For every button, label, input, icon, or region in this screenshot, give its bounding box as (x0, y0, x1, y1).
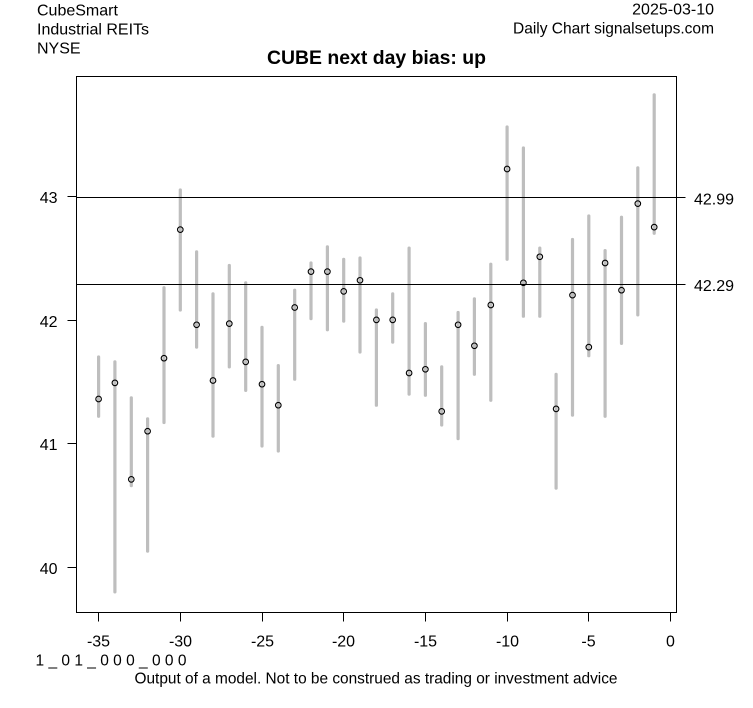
svg-text:-25: -25 (251, 634, 274, 651)
svg-text:40: 40 (40, 561, 58, 578)
svg-text:-35: -35 (87, 634, 110, 651)
svg-text:2025-03-10: 2025-03-10 (632, 2, 714, 19)
svg-text:-20: -20 (332, 634, 355, 651)
svg-text:Output of a model. Not to be c: Output of a model. Not to be construed a… (135, 670, 618, 687)
svg-text:41: 41 (40, 437, 58, 454)
svg-text:43: 43 (40, 190, 58, 207)
svg-text:Industrial REITs: Industrial REITs (37, 22, 149, 39)
svg-text:42.29: 42.29 (694, 278, 734, 295)
svg-text:-15: -15 (414, 634, 437, 651)
svg-text:-10: -10 (496, 634, 519, 651)
svg-text:0: 0 (666, 634, 675, 651)
svg-text:NYSE: NYSE (37, 40, 81, 57)
svg-text:1 _ 0 1 _ 0 0 0 _ 0 0 0: 1 _ 0 1 _ 0 0 0 _ 0 0 0 (36, 653, 187, 670)
svg-text:-30: -30 (169, 634, 192, 651)
svg-text:42.99: 42.99 (694, 191, 734, 208)
svg-text:-5: -5 (581, 634, 595, 651)
svg-text:42: 42 (40, 314, 58, 331)
svg-text:CUBE next day bias: up: CUBE next day bias: up (267, 48, 486, 69)
svg-text:Daily Chart signalsetups.com: Daily Chart signalsetups.com (513, 21, 714, 38)
svg-text:CubeSmart: CubeSmart (37, 3, 118, 20)
